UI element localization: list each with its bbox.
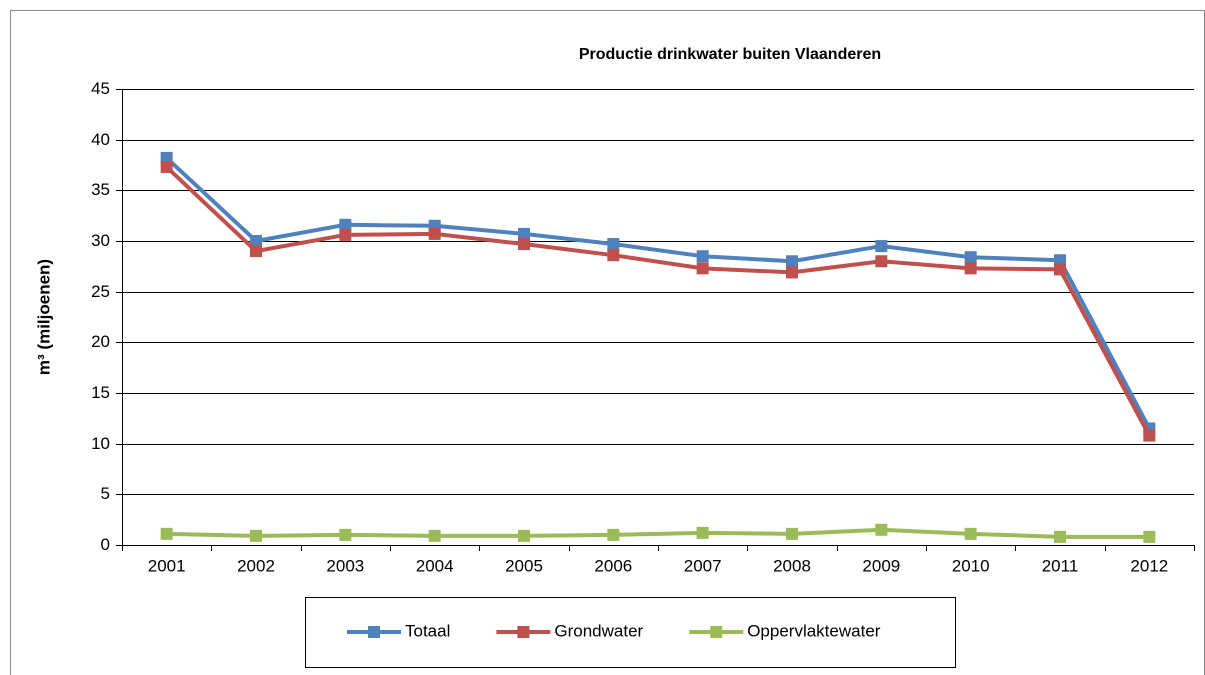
data-point (696, 262, 709, 275)
data-point (428, 529, 441, 542)
series-line (165, 165, 1152, 437)
data-point (607, 249, 620, 262)
data-point (1143, 429, 1156, 442)
x-tick-label: 2001 (148, 556, 186, 575)
series-line (165, 156, 1152, 430)
chart-title: Productie drinkwater buiten Vlaanderen (579, 46, 881, 63)
x-tick-label: 2008 (773, 556, 811, 575)
x-tick-label: 2007 (684, 556, 722, 575)
y-tick-label: 0 (101, 535, 110, 554)
data-point (518, 238, 530, 251)
data-point (875, 523, 888, 536)
legend-marker (368, 626, 380, 638)
x-tick-label: 2004 (416, 556, 454, 575)
data-point (875, 240, 888, 253)
data-point (1143, 530, 1156, 543)
x-tick-label: 2009 (862, 556, 900, 575)
data-point (1054, 530, 1066, 543)
data-point (607, 528, 620, 541)
y-tick-label: 30 (91, 231, 110, 250)
data-point (786, 255, 798, 268)
legend-label: Grondwater (554, 621, 643, 640)
data-point (160, 527, 173, 540)
data-point (607, 238, 620, 251)
data-point (250, 245, 262, 258)
data-point (518, 529, 530, 542)
data-point (1054, 254, 1066, 267)
data-point (964, 251, 977, 264)
x-tick-label: 2006 (594, 556, 632, 575)
data-point (160, 151, 173, 164)
legend-marker (517, 626, 530, 638)
data-point (339, 528, 352, 541)
y-tick-label: 5 (101, 484, 110, 503)
legend-marker (710, 626, 723, 638)
data-point (250, 529, 262, 542)
y-tick-label: 25 (91, 282, 110, 301)
legend-label: Oppervlaktewater (747, 621, 881, 640)
data-point (339, 228, 352, 241)
x-tick-label: 2005 (505, 556, 543, 575)
data-point (696, 250, 709, 263)
y-tick-label: 35 (91, 180, 110, 199)
data-point (786, 266, 798, 279)
data-point (428, 227, 441, 240)
data-point (964, 527, 977, 540)
y-tick-label: 45 (91, 79, 110, 98)
x-tick-label: 2002 (237, 556, 275, 575)
data-point (1054, 263, 1066, 276)
data-point (518, 227, 530, 240)
legend-label: Totaal (405, 621, 450, 640)
x-tick-label: 2010 (952, 556, 990, 575)
data-point (696, 526, 709, 539)
x-tick-label: 2003 (326, 556, 364, 575)
data-point (160, 161, 173, 174)
y-tick-label: 40 (91, 130, 110, 149)
x-tick-label: 2012 (1130, 556, 1168, 575)
y-tick-label: 15 (91, 383, 110, 402)
y-tick-label: 20 (91, 332, 110, 351)
data-point (964, 262, 977, 275)
data-point (339, 218, 352, 231)
y-tick-label: 10 (91, 434, 110, 453)
data-point (875, 255, 888, 268)
y-axis-label: m³ (miljoenen) (34, 259, 53, 375)
legend-box (305, 597, 956, 668)
series-line (166, 527, 1150, 539)
data-point (786, 527, 798, 540)
data-point (250, 235, 262, 247)
x-tick-label: 2011 (1042, 556, 1079, 575)
